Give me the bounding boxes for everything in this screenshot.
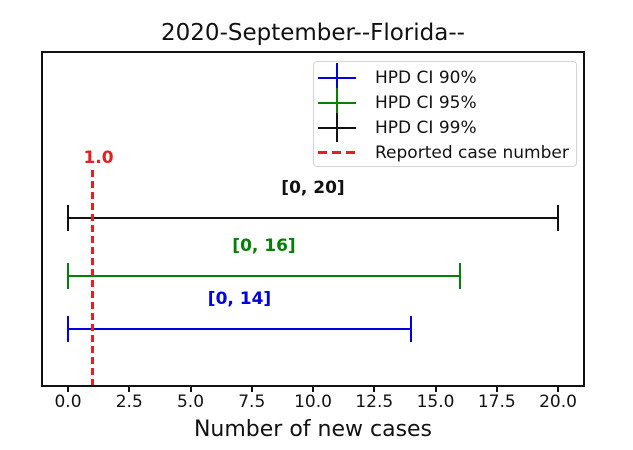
legend-item: Reported case number xyxy=(314,140,576,165)
x-tick-mark xyxy=(189,387,192,392)
x-tick-mark xyxy=(67,387,69,392)
x-tick-mark xyxy=(373,387,376,392)
x-tick-label: 17.5 xyxy=(477,392,516,412)
handle-vline xyxy=(336,88,338,117)
ci-interval-label: [0, 16] xyxy=(232,236,296,256)
x-tick-mark xyxy=(128,387,131,392)
x-tick-label: 2.5 xyxy=(115,392,143,412)
x-tick-label: 7.5 xyxy=(238,392,266,412)
ci-bar-cap xyxy=(67,263,69,289)
errorbar-handle-icon xyxy=(318,88,363,117)
legend-item-label: Reported case number xyxy=(375,142,569,163)
ci-bar-cap xyxy=(557,205,559,231)
x-tick-mark xyxy=(434,387,437,392)
reported-case-line xyxy=(91,170,94,385)
handle-vline xyxy=(336,113,338,142)
legend-item-label: HPD CI 99% xyxy=(375,117,477,138)
legend-item-label: HPD CI 90% xyxy=(375,67,477,88)
chart-title: 2020-September--Florida-- xyxy=(161,20,465,46)
ci-bar-line xyxy=(68,328,411,330)
x-tick-label: 12.5 xyxy=(355,392,394,412)
errorbar-handle-icon xyxy=(318,63,363,92)
ci-bar-line xyxy=(68,275,460,277)
plot-area: HPD CI 90% HPD CI 95% HPD CI 99% Reported c… xyxy=(41,51,585,387)
x-tick-label: 0.0 xyxy=(54,392,82,412)
ci-bar-cap xyxy=(410,316,412,342)
legend-item-label: HPD CI 95% xyxy=(375,92,477,113)
legend: HPD CI 90% HPD CI 95% HPD CI 99% Reported c… xyxy=(313,61,577,167)
x-tick-mark xyxy=(250,387,253,392)
handle-vline xyxy=(336,63,338,92)
ci-interval-label: [0, 14] xyxy=(207,289,272,309)
legend-item: HPD CI 95% xyxy=(314,88,576,117)
dashed-line-icon xyxy=(318,140,363,165)
x-tick-label: 15.0 xyxy=(416,392,455,412)
x-tick-label: 10.0 xyxy=(294,392,332,412)
ci-bar-cap xyxy=(459,263,461,289)
errorbar-handle-icon xyxy=(318,113,363,142)
x-tick-mark xyxy=(312,387,314,392)
legend-item: HPD CI 99% xyxy=(314,113,576,142)
x-tick-label: 20.0 xyxy=(539,392,577,412)
x-tick-label: 5.0 xyxy=(176,392,205,412)
handle-dashes xyxy=(318,151,358,154)
legend-item: HPD CI 90% xyxy=(314,63,576,92)
x-axis-label: Number of new cases xyxy=(193,417,433,442)
ci-bar-cap xyxy=(67,205,69,231)
ci-bar-line xyxy=(68,217,558,219)
x-tick-mark xyxy=(557,387,559,392)
ci-bar-cap xyxy=(67,316,69,342)
ci-interval-label: [0, 20] xyxy=(281,178,345,198)
reported-case-label: 1.0 xyxy=(83,148,114,168)
x-tick-mark xyxy=(495,387,498,392)
